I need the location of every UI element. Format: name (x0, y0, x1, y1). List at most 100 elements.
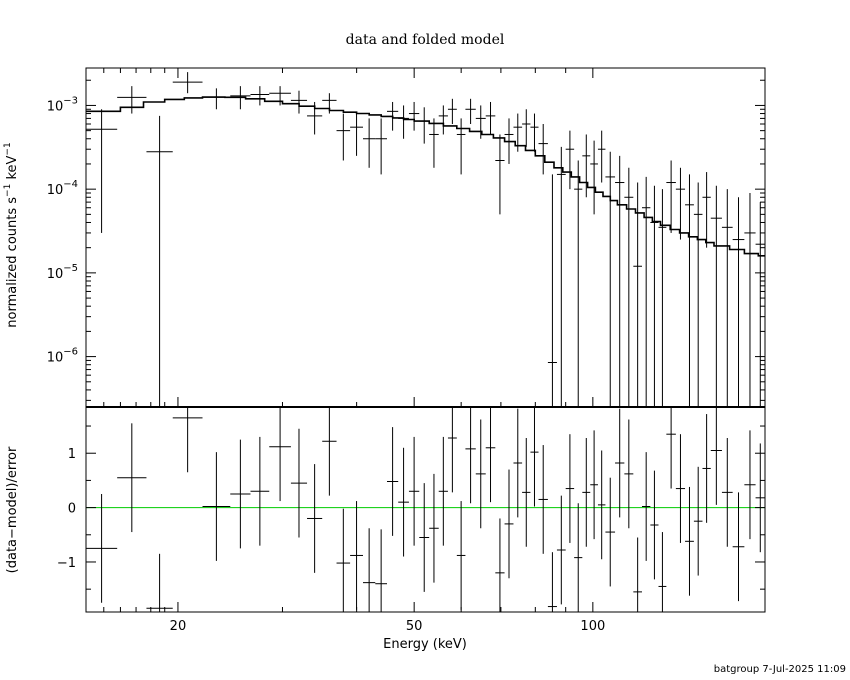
top-data-point (117, 86, 147, 114)
residual-point (597, 450, 606, 560)
residual-point (693, 466, 703, 576)
residual-point (86, 494, 118, 603)
residual-point (666, 407, 676, 489)
top-y-label-mid: keV (5, 155, 20, 183)
residual-point (658, 532, 667, 612)
top-data-point (582, 134, 591, 198)
residual-point (702, 414, 711, 523)
top-data-point (362, 118, 376, 168)
top-data-point (290, 90, 308, 114)
residual-point (429, 473, 439, 583)
tick-base: 10 (47, 267, 64, 282)
residual-point (419, 483, 430, 592)
bottom-y-tick-label: −1 (57, 556, 76, 571)
residual-point (574, 503, 583, 612)
top-data-point (322, 93, 337, 114)
residual-point (398, 447, 409, 557)
top-data-point (710, 185, 722, 407)
top-data-point (615, 155, 625, 407)
top-data-point (574, 160, 583, 407)
residual-point (350, 501, 363, 610)
residual-point (685, 486, 694, 596)
top-y-tick-label: 10−4 (47, 179, 78, 198)
top-data-point (513, 113, 523, 152)
residual-point (650, 470, 659, 580)
residual-point (530, 407, 539, 507)
residual-point (362, 528, 376, 612)
top-data-point (666, 160, 676, 233)
residual-point (732, 492, 745, 602)
top-data-point (465, 98, 476, 125)
tick-exponent: −5 (63, 263, 78, 274)
bottom-panel-plot (86, 407, 765, 612)
top-data-point (146, 115, 173, 407)
residual-point (624, 419, 634, 529)
residual-point (322, 407, 337, 496)
residual-point (456, 501, 466, 610)
residual-point (465, 407, 476, 504)
top-data-point (624, 167, 634, 407)
residual-point (605, 477, 616, 587)
top-data-point (495, 134, 505, 215)
top-data-point (721, 189, 733, 407)
top-data-point (693, 182, 703, 407)
residual-point (582, 437, 591, 547)
top-data-point (565, 130, 575, 190)
x-tick-label: 50 (406, 619, 423, 634)
top-data-point (597, 130, 606, 183)
top-data-point (522, 109, 531, 147)
top-data-point (172, 72, 203, 94)
top-data-point (485, 101, 496, 135)
tick-exponent: −3 (63, 95, 78, 106)
bottom-y-axis-label: (data−model)/error (5, 446, 20, 573)
top-data-point (307, 101, 323, 135)
x-tick-label: 100 (580, 619, 605, 634)
residual-point (408, 436, 420, 546)
residual-point (547, 552, 557, 612)
residual-point (615, 408, 625, 518)
x-axis-label: Energy (keV) (383, 637, 467, 652)
residual-point (538, 445, 548, 554)
model-step-line (86, 96, 765, 257)
top-data-point (86, 109, 118, 233)
top-data-point (419, 107, 430, 144)
residual-point (513, 408, 523, 518)
top-y-tick-label: 10−5 (47, 263, 78, 282)
top-y-label-main: normalized counts s (5, 197, 20, 328)
residual-point (307, 464, 323, 573)
residual-point (336, 508, 351, 612)
top-data-point (456, 118, 466, 175)
residual-point (504, 469, 514, 579)
residual-point (386, 427, 399, 536)
residual-point (755, 443, 765, 553)
top-data-point (641, 176, 651, 407)
top-data-point (590, 140, 598, 215)
top-y-tick-label: 10−6 (47, 347, 78, 366)
footer-stamp: batgroup 7-Jul-2025 11:09 (714, 664, 846, 675)
residual-point (641, 452, 651, 561)
chart-title: data and folded model (346, 32, 505, 48)
residual-point (438, 436, 448, 546)
tick-base: 10 (47, 183, 64, 198)
residual-point (710, 407, 722, 505)
residual-point (250, 436, 270, 546)
x-tick-label: 20 (170, 619, 187, 634)
tick-base: 10 (47, 351, 64, 366)
top-y-label-exp2: −1 (3, 142, 13, 155)
residual-point (565, 434, 575, 543)
top-data-point (408, 101, 420, 131)
top-data-point (675, 167, 686, 240)
top-y-tick-label: 10−3 (47, 95, 78, 114)
top-y-label-exp1: −1 (3, 184, 13, 197)
residual-point (475, 419, 486, 529)
top-data-point (538, 124, 548, 175)
top-panel-frame (85, 67, 766, 408)
top-data-point (547, 174, 557, 407)
top-data-point (755, 202, 765, 407)
top-data-point (438, 105, 448, 135)
residual-point (269, 407, 291, 502)
bottom-y-tick-label: 0 (68, 502, 76, 517)
top-panel-plot (86, 72, 765, 407)
top-data-point (386, 101, 399, 131)
top-data-point (702, 172, 711, 248)
